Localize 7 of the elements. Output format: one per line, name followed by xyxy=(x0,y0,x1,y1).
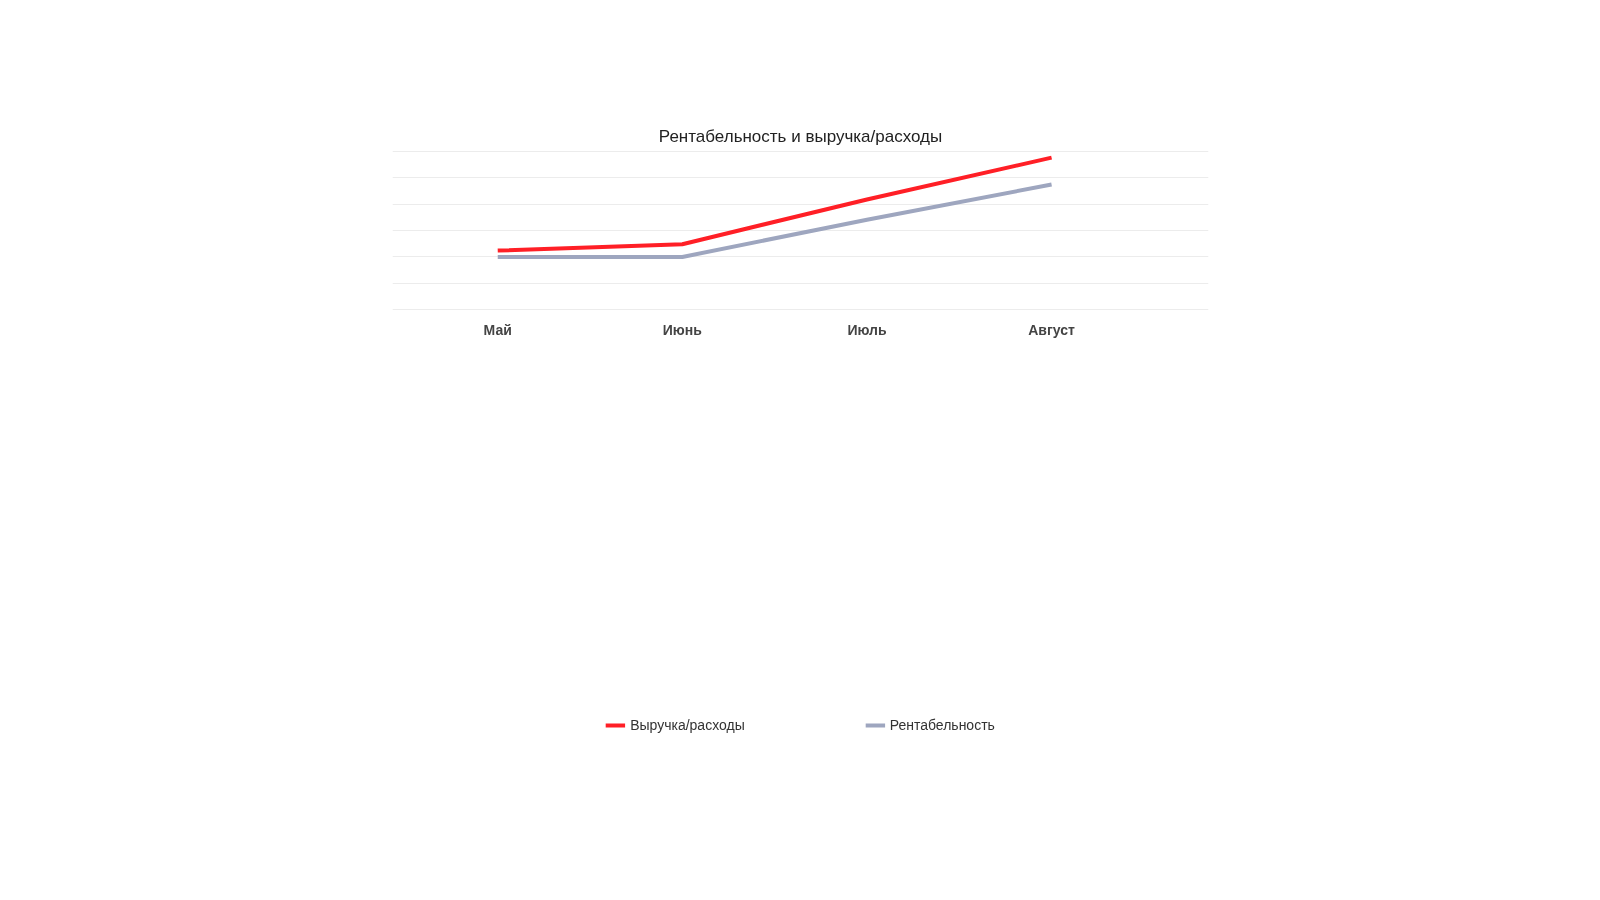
legend-label: Рентабельность xyxy=(889,717,995,733)
x-tick-label: Июнь xyxy=(662,321,703,338)
x-tick-label: Июль xyxy=(847,321,887,338)
x-tick-label: Май xyxy=(483,321,512,338)
x-tick-label: Август xyxy=(1028,321,1076,338)
chart-title: Рентабельность и выручка/расходы xyxy=(658,126,943,146)
legend-label: Выручка/расходы xyxy=(630,717,745,733)
